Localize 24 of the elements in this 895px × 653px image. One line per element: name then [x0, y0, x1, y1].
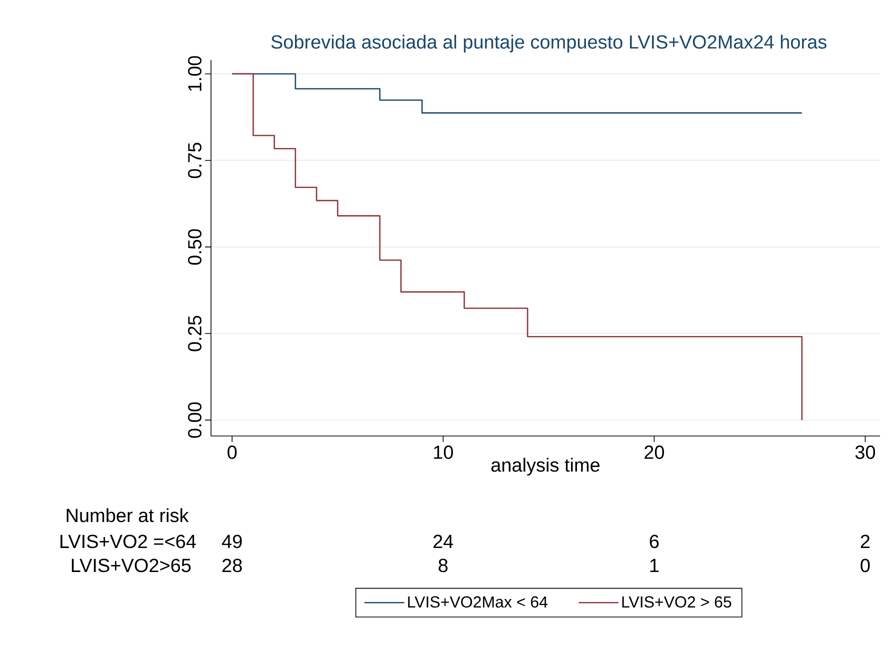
text: 2: [860, 534, 870, 548]
x-tick-label: 10: [434, 446, 453, 459]
chart-title: Sobrevida asociada al puntaje compuesto LVIS+VO2Max24 horas: [271, 34, 826, 52]
legend-label: LVIS+VO2Max < 64: [408, 596, 548, 608]
text: 1: [650, 558, 659, 572]
y-tick-label: 0.75: [188, 142, 202, 178]
y-tick-label: 0.50: [188, 229, 202, 265]
legend-label: LVIS+VO2 > 65: [622, 596, 732, 608]
text: 8: [438, 558, 448, 572]
text: 28: [222, 558, 242, 572]
text: LVIS+VO2>65: [72, 558, 191, 572]
text: 0: [860, 558, 870, 572]
text: 6: [650, 534, 659, 548]
x-tick-label: 20: [644, 446, 664, 459]
y-tick-label: 0.00: [188, 402, 202, 438]
x-axis-title: analysis time: [491, 458, 600, 476]
x-tick-label: 0: [228, 446, 237, 459]
text: LVIS+VO2 =<64: [60, 534, 196, 548]
text: 24: [433, 534, 454, 548]
x-tick-label: 30: [855, 446, 876, 459]
y-tick-label: 1.00: [188, 56, 202, 91]
text: 49: [222, 534, 242, 548]
y-tick-label: 0.25: [188, 316, 202, 352]
text: Number at risk: [66, 508, 189, 522]
